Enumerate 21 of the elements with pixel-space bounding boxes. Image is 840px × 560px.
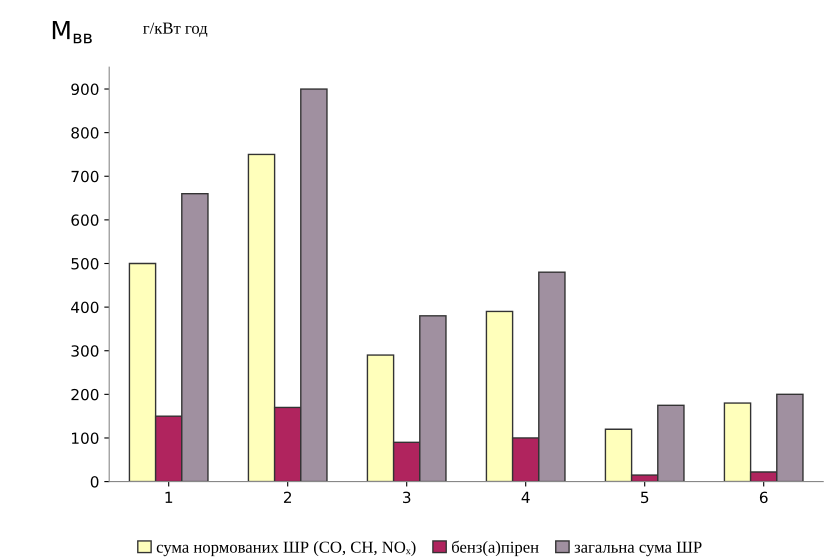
x-tick-label: 5 [641,492,648,504]
y-tick-label: 400 [71,302,98,314]
chart-title: M$_{вв}$ [52,20,92,44]
y-tick-label: 0 [90,476,98,488]
y-tick-label: 700 [72,170,98,182]
x-tick-label: 4 [522,492,530,503]
legend-label: загальна сума ШР [574,542,702,556]
y-tick-label: 900 [71,83,98,96]
y-tick-label: 600 [71,214,98,226]
x-tick-label: 1 [166,492,172,503]
y-axis-title: г/кВт год [143,22,208,37]
y-tick-label: 200 [71,388,98,400]
x-tick-label: 2 [284,492,292,503]
x-tick-label: 6 [760,492,768,504]
y-tick-label: 300 [71,345,98,357]
legend-label: бенз(а)пірен [452,540,539,556]
y-tick-label: 500 [71,258,98,270]
legend-label: сума нормованих ШР (CO, CH, NOₓ) [156,541,416,556]
y-tick-label: 100 [72,432,98,444]
x-tick-label: 3 [403,492,410,504]
y-tick-label: 800 [71,127,98,139]
